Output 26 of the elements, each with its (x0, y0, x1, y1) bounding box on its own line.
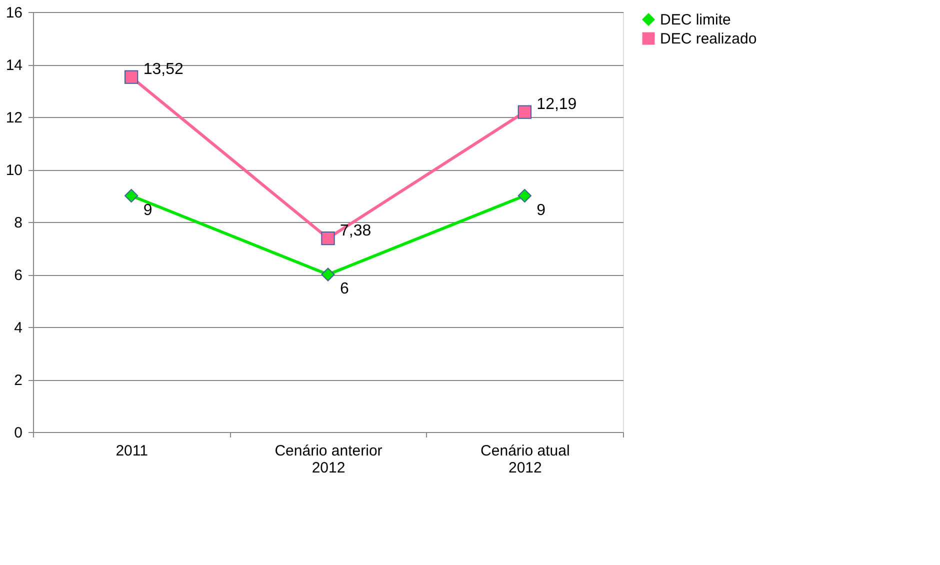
data-label: 7,38 (340, 222, 372, 240)
y-tick-label: 12 (6, 110, 22, 126)
y-tick-label: 8 (14, 214, 22, 232)
point (518, 188, 532, 203)
data-label: 12,19 (536, 96, 577, 114)
point (321, 231, 335, 246)
x-tick-label: Cenário anterior 2012 (274, 442, 382, 476)
legend-label: DEC realizado (660, 30, 757, 48)
y-tick-label: 10 (6, 162, 22, 179)
point (124, 70, 138, 84)
data-label: 9 (536, 202, 546, 219)
y-tick-label: 6 (14, 267, 22, 284)
legend-label: DEC limite (660, 12, 731, 28)
y-tick-label: 14 (6, 57, 22, 74)
data-label: 9 (143, 202, 152, 219)
x-tick-label: 2011 (116, 442, 148, 460)
y-tick-label: 4 (14, 320, 22, 336)
y-tick-label: 2 (14, 372, 22, 389)
data-label: 6 (340, 280, 349, 298)
point (124, 188, 138, 203)
y-tick-label: 16 (6, 4, 22, 22)
point (518, 105, 532, 119)
data-label: 13,52 (143, 61, 184, 78)
point (321, 268, 335, 282)
y-tick-label: 0 (14, 424, 22, 442)
x-tick-label: Cenário atual 2012 (480, 442, 570, 476)
